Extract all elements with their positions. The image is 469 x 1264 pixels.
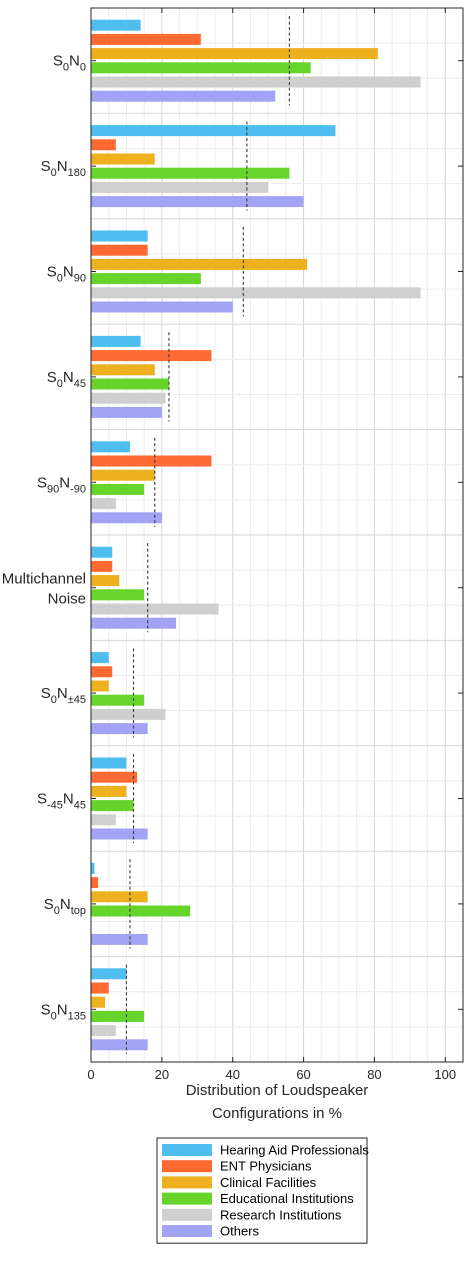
bar: [91, 862, 95, 874]
legend-label: Hearing Aid Professionals: [220, 1143, 369, 1158]
legend-swatch: [162, 1192, 212, 1205]
x-axis-title-line-1: Distribution of Loudspeaker: [186, 1082, 369, 1099]
bar: [91, 891, 148, 903]
bar: [91, 575, 120, 587]
bar: [91, 877, 99, 889]
x-tick-label: 0: [87, 1067, 94, 1082]
bar: [91, 441, 130, 453]
category-label: S0N90: [47, 264, 86, 285]
bar: [91, 800, 134, 812]
category-labels: S0N0 S0N180 S0N90 S0N45 S90N-90 Multichannel N…: [2, 53, 86, 1023]
x-axis-ticks: 0 20 40 60 80 100: [87, 8, 463, 1082]
bar: [91, 512, 162, 524]
bar: [91, 680, 109, 692]
bar: [91, 968, 127, 980]
legend-swatch: [162, 1176, 212, 1189]
bar: [91, 406, 162, 418]
bar: [91, 694, 145, 706]
bar: [91, 378, 169, 390]
bar: [91, 982, 109, 994]
bars: [91, 19, 421, 1051]
bar: [91, 723, 148, 735]
category-label: Multichannel: [2, 571, 86, 588]
category-label: Noise: [48, 591, 86, 608]
bar: [91, 364, 155, 376]
bar: [91, 469, 155, 481]
bar: [91, 546, 113, 558]
bar: [91, 139, 116, 151]
grid-lines: [90, 8, 464, 1062]
bar: [91, 273, 201, 285]
bar: [91, 666, 113, 678]
x-axis-title-line-2: Configurations in %: [212, 1105, 342, 1122]
bar: [91, 996, 106, 1008]
bar: [91, 19, 141, 31]
bar: [91, 90, 276, 102]
bar: [91, 287, 421, 299]
bar: [91, 258, 308, 270]
x-tick-label: 20: [155, 1067, 169, 1082]
bar: [91, 350, 212, 362]
category-label: S0N135: [41, 1001, 86, 1022]
legend-label: Educational Institutions: [220, 1191, 354, 1206]
legend-swatch: [162, 1160, 212, 1173]
bar: [91, 603, 219, 615]
bar: [91, 48, 378, 60]
bar: [91, 589, 145, 601]
bar: [91, 1025, 116, 1037]
x-tick-label: 40: [225, 1067, 239, 1082]
bar: [91, 301, 233, 313]
bar: [91, 125, 336, 137]
bar: [91, 708, 166, 720]
x-tick-label: 60: [296, 1067, 310, 1082]
legend-label: Clinical Facilities: [220, 1175, 317, 1190]
bar: [91, 196, 304, 208]
mean-lines: [125, 16, 290, 1054]
bar: [91, 785, 127, 797]
x-tick-label: 100: [434, 1067, 456, 1082]
bar: [91, 757, 127, 769]
legend-label: Research Institutions: [220, 1207, 342, 1222]
axes-box: [90, 7, 464, 1063]
bar: [91, 1039, 148, 1051]
bar: [91, 498, 116, 510]
category-label: S0N±45: [41, 685, 86, 706]
bar: [91, 244, 148, 256]
x-tick-label: 80: [367, 1067, 381, 1082]
category-label: S0N0: [53, 53, 86, 74]
bar: [91, 455, 212, 467]
bar: [91, 153, 155, 165]
bar: [91, 483, 145, 495]
legend-label: ENT Physicians: [220, 1159, 312, 1174]
category-label: S90N-90: [37, 474, 86, 495]
legend-swatch: [162, 1225, 212, 1237]
bar: [91, 167, 290, 179]
legend-swatch: [162, 1208, 212, 1221]
bar: [91, 905, 191, 917]
bar: [91, 560, 113, 572]
bar: [91, 33, 201, 45]
bar: [91, 617, 177, 629]
bar: [91, 771, 138, 783]
bar: [91, 335, 141, 347]
legend-swatch: [162, 1144, 212, 1156]
category-label: S0N180: [41, 158, 86, 179]
bar: [91, 652, 109, 664]
bar: [91, 828, 148, 840]
bar: [91, 76, 421, 88]
bar: [91, 814, 116, 826]
category-label: S-45N45: [37, 791, 86, 812]
bar: [91, 230, 148, 242]
legend-label: Others: [220, 1224, 260, 1239]
bar: [91, 392, 166, 404]
bar: [91, 1010, 145, 1022]
bar: [91, 62, 311, 74]
category-label: S0Ntop: [44, 896, 86, 917]
bar: [91, 181, 269, 193]
bar: [91, 933, 148, 945]
category-label: S0N45: [47, 369, 86, 390]
